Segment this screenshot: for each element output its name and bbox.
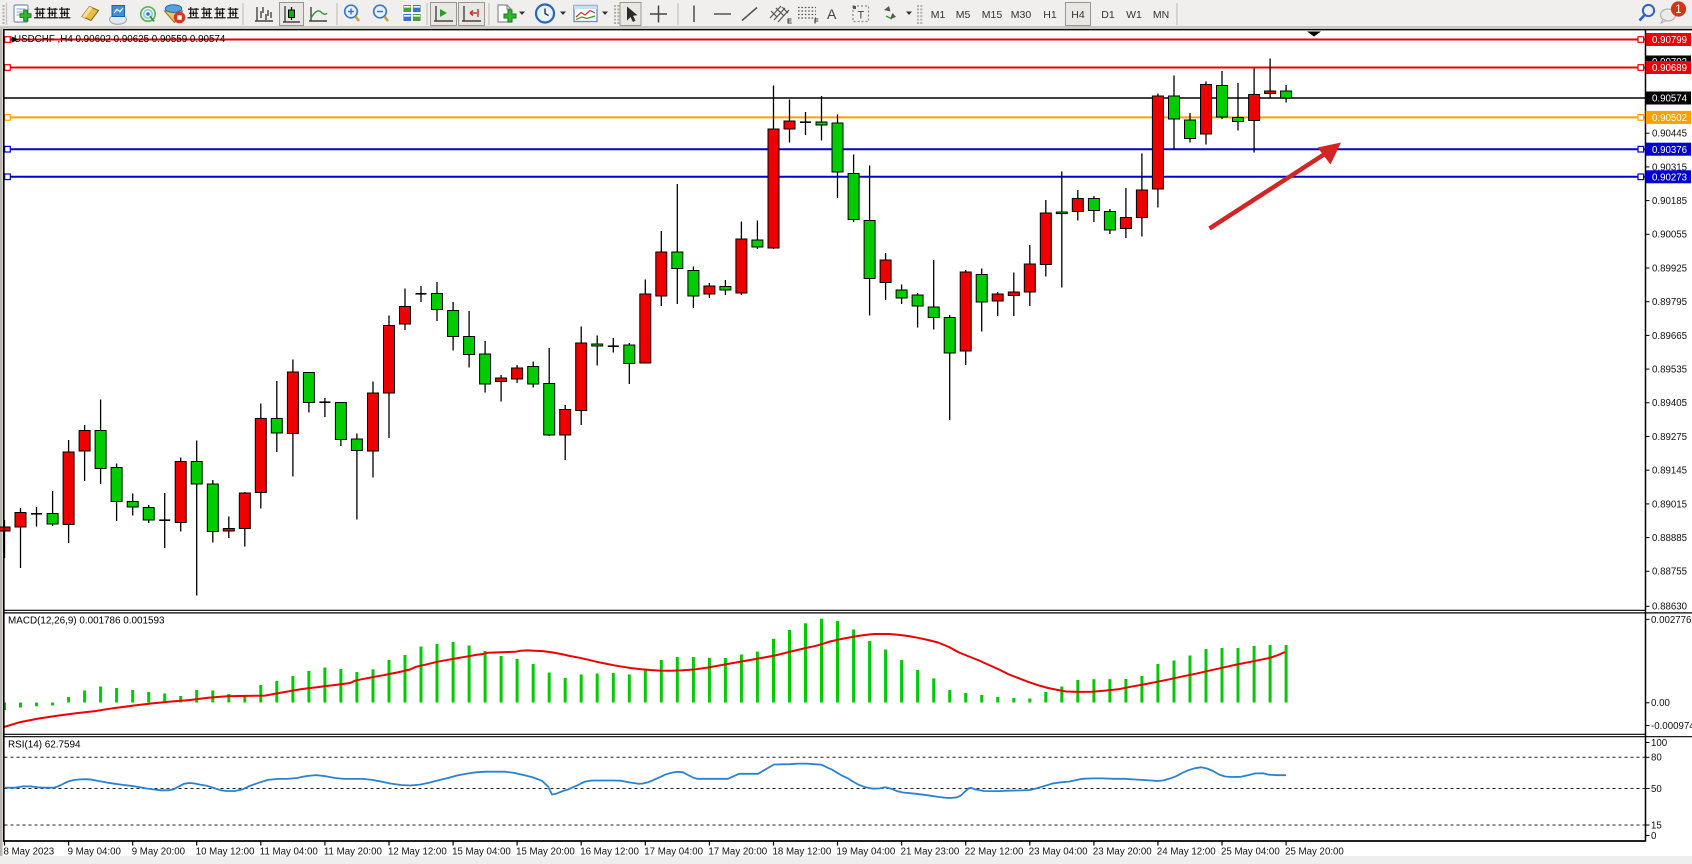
svg-text:0.90502: 0.90502 [1652,113,1687,124]
svg-text:0.89925: 0.89925 [1652,263,1687,274]
svg-text:0.89665: 0.89665 [1652,331,1687,342]
svg-text:D1: D1 [1101,9,1115,21]
svg-text:0.90315: 0.90315 [1652,162,1687,173]
svg-text:H1: H1 [1043,9,1057,21]
svg-text:9 May 20:00: 9 May 20:00 [132,847,186,858]
svg-text:22 May 12:00: 22 May 12:00 [965,847,1024,858]
svg-text:100: 100 [1651,738,1668,749]
svg-text:USDCHF ,H4 0.90602 0.90625 0.: USDCHF ,H4 0.90602 0.90625 0.90559 0.905… [14,34,226,45]
svg-text:0.88630: 0.88630 [1652,602,1688,613]
svg-text:0.89275: 0.89275 [1652,432,1687,443]
svg-text:0.90376: 0.90376 [1652,145,1687,156]
svg-text:1: 1 [1675,4,1681,16]
svg-text:15: 15 [1651,820,1662,831]
svg-text:0.90273: 0.90273 [1652,172,1687,183]
svg-text:50: 50 [1651,784,1662,795]
svg-text:0.89535: 0.89535 [1652,365,1687,376]
svg-text:E: E [787,17,792,26]
svg-text:17 May 04:00: 17 May 04:00 [644,847,703,858]
svg-text:25 May 20:00: 25 May 20:00 [1285,847,1344,858]
svg-text:0.89405: 0.89405 [1652,398,1687,409]
svg-text:MACD(12,26,9) 0.001786 0.00159: MACD(12,26,9) 0.001786 0.001593 [8,616,165,627]
svg-text:M30: M30 [1011,9,1032,21]
svg-text:0.90445: 0.90445 [1652,129,1687,140]
svg-text:MN: MN [1153,9,1169,21]
svg-text:M15: M15 [982,9,1003,21]
svg-text:18 May 12:00: 18 May 12:00 [773,847,832,858]
svg-text:16 May 12:00: 16 May 12:00 [580,847,639,858]
svg-text:H4: H4 [1071,9,1085,21]
svg-text:M5: M5 [956,9,971,21]
svg-text:10 May 12:00: 10 May 12:00 [196,847,255,858]
svg-text:11 May 04:00: 11 May 04:00 [260,847,319,858]
svg-text:F: F [814,17,819,26]
svg-text:W1: W1 [1126,9,1142,21]
svg-text:15 May 20:00: 15 May 20:00 [516,847,575,858]
svg-text:0.90689: 0.90689 [1652,63,1687,74]
svg-text:0.90574: 0.90574 [1652,94,1688,105]
svg-text:0.90703: 0.90703 [1652,57,1687,68]
svg-text:25 May 04:00: 25 May 04:00 [1221,847,1280,858]
svg-text:11 May 20:00: 11 May 20:00 [324,847,383,858]
svg-text:19 May 04:00: 19 May 04:00 [837,847,896,858]
svg-text:RSI(14) 62.7594: RSI(14) 62.7594 [8,740,81,751]
svg-text:21 May 23:00: 21 May 23:00 [901,847,960,858]
svg-text:8 May 2023: 8 May 2023 [4,847,55,858]
svg-text:12 May 12:00: 12 May 12:00 [388,847,447,858]
svg-text:0.90055: 0.90055 [1652,230,1687,241]
svg-text:0.89015: 0.89015 [1652,499,1687,510]
svg-text:0.88885: 0.88885 [1652,533,1687,544]
svg-text:0.88755: 0.88755 [1652,567,1687,578]
svg-text:A: A [827,6,837,22]
svg-text:M1: M1 [931,9,946,21]
svg-text:0.90799: 0.90799 [1652,35,1687,46]
svg-text:0: 0 [1651,831,1657,842]
svg-text:0.002776: 0.002776 [1651,615,1691,626]
svg-text:-0.000974: -0.000974 [1651,721,1692,732]
svg-text:24 May 12:00: 24 May 12:00 [1157,847,1216,858]
svg-text:0.00: 0.00 [1651,698,1670,709]
svg-text:0.90185: 0.90185 [1652,196,1687,207]
svg-text:0.89145: 0.89145 [1652,466,1687,477]
svg-text:T: T [858,10,865,22]
svg-text:9 May 04:00: 9 May 04:00 [68,847,122,858]
svg-text:23 May 04:00: 23 May 04:00 [1029,847,1088,858]
svg-text:0.89795: 0.89795 [1652,297,1687,308]
svg-text:23 May 20:00: 23 May 20:00 [1093,847,1152,858]
svg-text:17 May 20:00: 17 May 20:00 [708,847,767,858]
svg-text:15 May 04:00: 15 May 04:00 [452,847,511,858]
svg-text:80: 80 [1651,753,1662,764]
